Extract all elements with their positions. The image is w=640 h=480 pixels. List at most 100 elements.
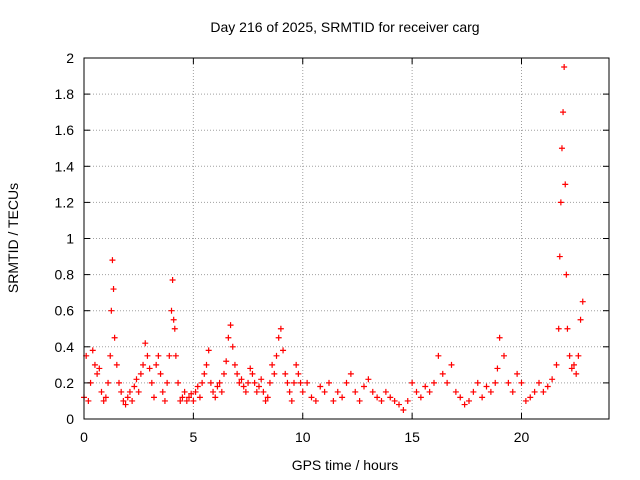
data-point [155, 352, 162, 359]
data-point [142, 340, 149, 347]
data-point [234, 370, 241, 377]
data-point [494, 365, 501, 372]
data-point [304, 379, 311, 386]
data-point [153, 361, 160, 368]
data-point [540, 388, 547, 395]
data-point [171, 325, 178, 332]
data-point [555, 325, 562, 332]
y-tick-label: 0.6 [55, 303, 75, 319]
data-point [122, 401, 129, 408]
data-point [544, 383, 551, 390]
data-point [231, 361, 238, 368]
data-point [264, 394, 271, 401]
data-point [557, 199, 564, 206]
data-point [129, 397, 136, 404]
data-point [111, 334, 118, 341]
data-point [382, 388, 389, 395]
x-tick-label: 20 [514, 429, 530, 445]
data-point [262, 397, 269, 404]
y-tick-label: 1.4 [55, 158, 75, 174]
data-point [448, 361, 455, 368]
data-point [96, 365, 103, 372]
data-point [131, 383, 138, 390]
data-point [245, 379, 252, 386]
data-points [81, 64, 586, 413]
x-tick-label: 10 [295, 429, 311, 445]
data-point [461, 401, 468, 408]
y-tick-label: 1.8 [55, 86, 75, 102]
data-point [483, 383, 490, 390]
data-point [108, 307, 115, 314]
data-point [282, 370, 289, 377]
data-point [284, 379, 291, 386]
data-point [207, 379, 214, 386]
data-point [387, 394, 394, 401]
data-point [577, 316, 584, 323]
y-tick-label: 0 [66, 411, 74, 427]
data-point [100, 397, 107, 404]
x-tick-label: 0 [80, 429, 88, 445]
data-point [452, 388, 459, 395]
data-point [223, 358, 230, 365]
data-point [470, 388, 477, 395]
data-point [378, 397, 385, 404]
data-point [396, 401, 402, 408]
data-point [118, 388, 125, 395]
data-point [518, 379, 525, 386]
data-point [214, 383, 221, 390]
data-point [334, 388, 341, 395]
data-point [240, 383, 247, 390]
data-point [347, 370, 354, 377]
data-point [312, 397, 319, 404]
data-point [151, 394, 157, 401]
data-point [203, 361, 210, 368]
data-point [293, 361, 300, 368]
data-point [361, 383, 367, 390]
data-point [172, 352, 179, 359]
data-point [102, 394, 109, 401]
data-point [146, 365, 153, 372]
data-point [326, 379, 332, 386]
data-point [199, 379, 206, 386]
data-point [492, 379, 499, 386]
data-point [85, 397, 92, 404]
data-point [109, 257, 116, 264]
data-point [159, 388, 166, 395]
data-point [253, 388, 260, 395]
data-point [91, 361, 98, 368]
data-point [124, 394, 131, 401]
data-point [321, 388, 328, 395]
data-point [229, 343, 236, 350]
data-point [417, 394, 424, 401]
data-point [177, 397, 184, 404]
data-point [288, 397, 295, 404]
data-point [457, 394, 464, 401]
data-point [170, 316, 177, 323]
data-point [474, 379, 481, 386]
data-point [391, 397, 398, 404]
data-point [496, 334, 503, 341]
data-point [409, 379, 416, 386]
data-point [553, 361, 560, 368]
data-point [479, 394, 486, 401]
data-point [205, 347, 212, 354]
data-point [369, 388, 376, 395]
data-point [365, 376, 372, 383]
data-point [404, 397, 411, 404]
data-point [266, 379, 273, 386]
data-point [94, 370, 101, 377]
data-point [352, 388, 359, 395]
data-point [192, 388, 199, 395]
data-point [260, 388, 267, 395]
data-point [144, 352, 151, 359]
data-point [157, 370, 164, 377]
data-point [286, 388, 293, 395]
data-point [400, 406, 407, 413]
data-point [247, 365, 254, 372]
data-point [179, 394, 186, 401]
data-point [269, 361, 276, 368]
data-point [439, 370, 446, 377]
chart-title: Day 216 of 2025, SRMTID for receiver car… [210, 19, 479, 35]
y-tick-labels: 0 0.2 0.4 0.6 0.8 1 1.2 1.4 1.6 1.8 2 [55, 50, 75, 427]
